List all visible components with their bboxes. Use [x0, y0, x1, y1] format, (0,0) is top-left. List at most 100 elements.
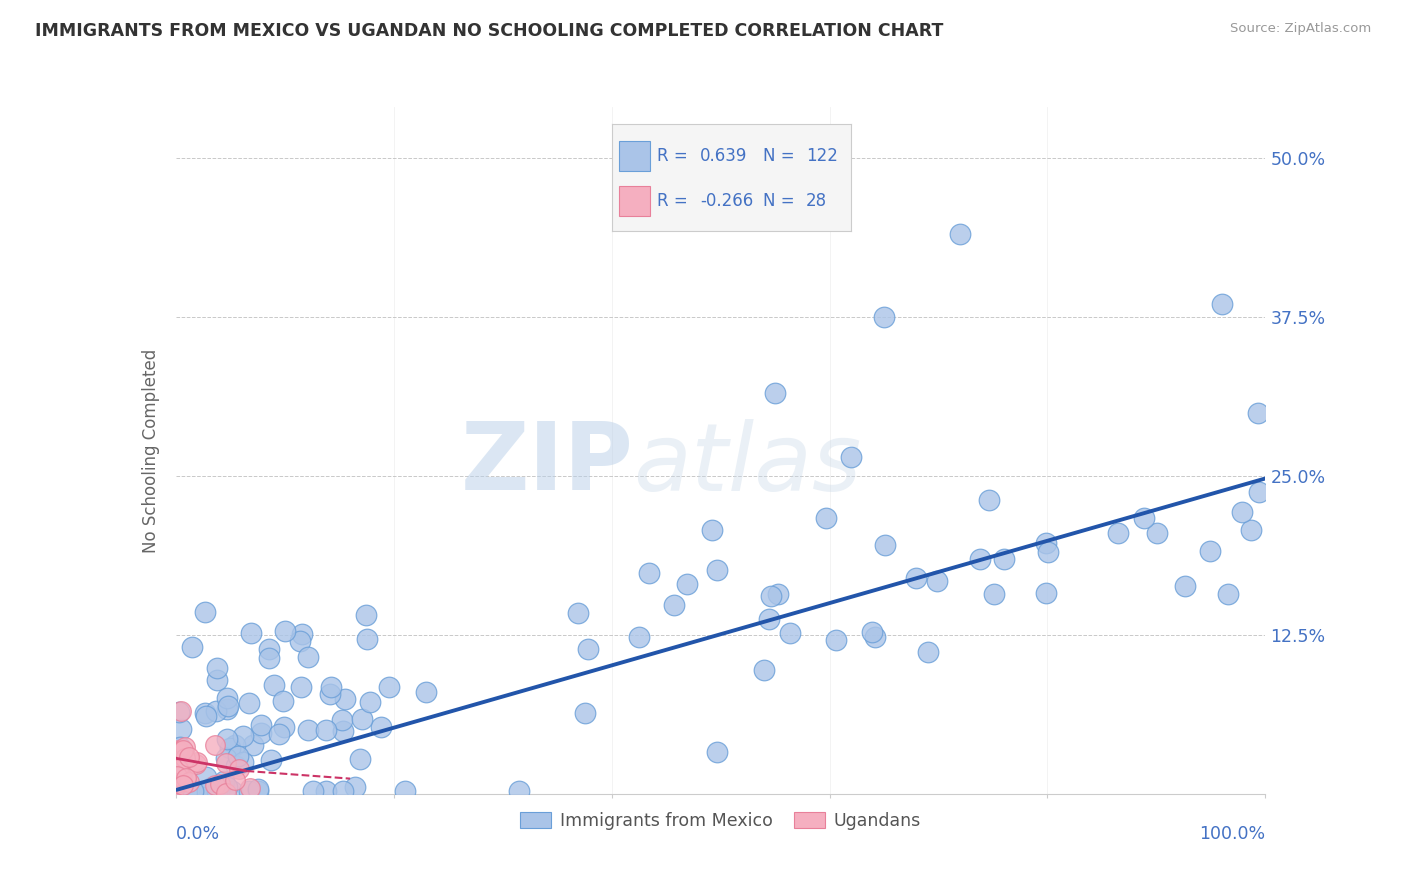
Point [758, 612, 780, 626]
Point [1035, 536, 1057, 550]
Point [1247, 406, 1270, 420]
Point [257, 642, 280, 657]
Point [166, 763, 188, 777]
Point [370, 720, 392, 734]
Point [628, 630, 651, 644]
Point [166, 778, 188, 792]
Text: 100.0%: 100.0% [1199, 825, 1265, 843]
Point [638, 566, 661, 581]
Point [315, 784, 337, 798]
Point [217, 702, 239, 716]
Point [905, 571, 928, 585]
Point [297, 650, 319, 665]
Point [993, 552, 1015, 566]
Point [1211, 297, 1233, 311]
Point [169, 768, 191, 782]
Point [356, 632, 378, 646]
Point [1249, 485, 1271, 500]
Point [949, 227, 972, 242]
Text: 28: 28 [806, 192, 827, 210]
Point [350, 712, 373, 726]
Point [841, 450, 863, 464]
Point [315, 723, 337, 737]
Point [983, 587, 1005, 601]
Point [221, 784, 243, 798]
Point [263, 678, 285, 692]
Text: 0.639: 0.639 [700, 147, 748, 165]
Point [194, 706, 217, 721]
Point [343, 780, 366, 794]
Point [814, 511, 837, 525]
Text: IMMIGRANTS FROM MEXICO VS UGANDAN NO SCHOOLING COMPLETED CORRELATION CHART: IMMIGRANTS FROM MEXICO VS UGANDAN NO SCH… [35, 22, 943, 40]
Point [335, 692, 357, 706]
Point [250, 725, 273, 739]
Text: N =: N = [762, 192, 800, 210]
Point [676, 576, 699, 591]
Point [759, 589, 782, 603]
Text: R =: R = [657, 192, 693, 210]
Point [207, 673, 229, 688]
Point [354, 607, 377, 622]
Point [969, 552, 991, 566]
Point [291, 626, 314, 640]
Point [184, 756, 207, 771]
Point [1107, 525, 1129, 540]
Point [166, 769, 188, 783]
Point [1232, 505, 1254, 519]
Point [301, 784, 323, 798]
Point [181, 784, 204, 798]
Point [174, 751, 197, 765]
Point [662, 598, 685, 612]
Point [917, 644, 939, 658]
Point [273, 721, 295, 735]
Text: ZIP: ZIP [461, 418, 633, 510]
Point [215, 732, 238, 747]
Point [177, 750, 200, 764]
Point [242, 738, 264, 752]
Point [172, 743, 194, 757]
Point [219, 741, 242, 756]
Point [204, 738, 226, 752]
Point [215, 756, 238, 770]
Point [706, 563, 728, 577]
Point [224, 772, 246, 787]
Point [174, 771, 197, 785]
Point [195, 770, 218, 784]
Point [186, 755, 208, 769]
Text: 122: 122 [806, 147, 838, 165]
Y-axis label: No Schooling Completed: No Schooling Completed [142, 349, 160, 552]
Point [167, 706, 190, 720]
Point [215, 780, 238, 795]
Point [330, 713, 353, 727]
Point [195, 708, 218, 723]
Point [226, 748, 249, 763]
Text: Source: ZipAtlas.com: Source: ZipAtlas.com [1230, 22, 1371, 36]
Point [247, 784, 270, 798]
Point [763, 386, 786, 401]
Text: -0.266: -0.266 [700, 192, 754, 210]
Point [1216, 587, 1239, 601]
Point [167, 746, 190, 760]
Point [172, 779, 194, 793]
Point [271, 694, 294, 708]
Text: 0.0%: 0.0% [176, 825, 219, 843]
Point [240, 626, 263, 640]
Point [166, 770, 188, 784]
Point [267, 727, 290, 741]
Point [172, 770, 194, 784]
Point [1036, 545, 1059, 559]
Point [212, 773, 235, 788]
Point [290, 680, 312, 694]
Point [198, 784, 221, 798]
Point [752, 663, 775, 677]
Point [166, 743, 188, 757]
Bar [619, 186, 650, 216]
Point [1132, 511, 1154, 525]
Point [378, 680, 401, 694]
Point [297, 723, 319, 737]
Point [205, 661, 228, 675]
Point [1174, 579, 1197, 593]
Point [873, 537, 896, 551]
Text: N =: N = [762, 147, 800, 165]
Point [925, 574, 948, 588]
